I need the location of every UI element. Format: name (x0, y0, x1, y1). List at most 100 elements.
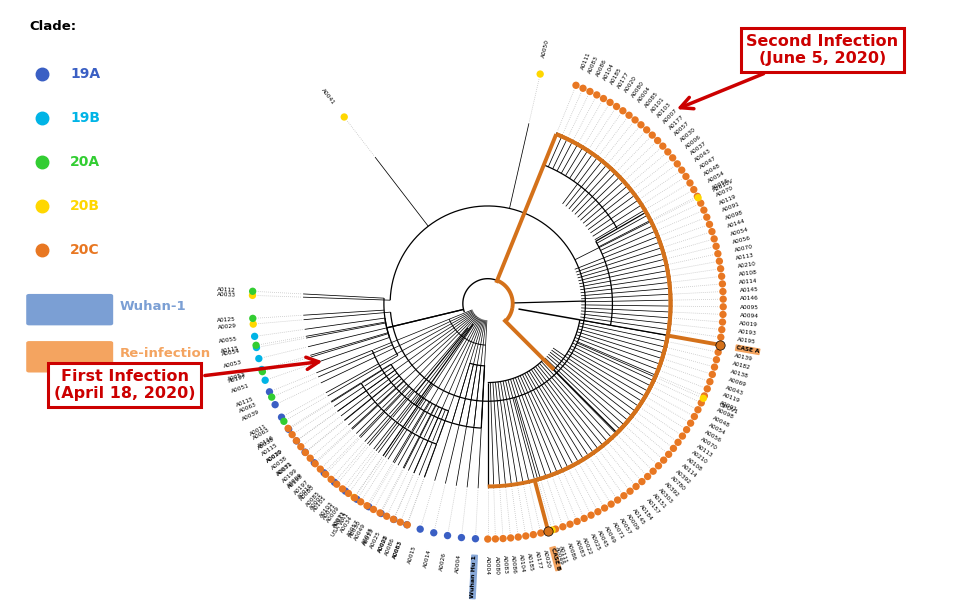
Point (701, 219, 717, 229)
Point (590, 507, 606, 516)
Text: Re-infection: Re-infection (120, 347, 211, 360)
Text: A0392: A0392 (674, 469, 692, 486)
Point (273, 412, 289, 422)
Point (289, 436, 304, 445)
Text: Wuhan Hu 1: Wuhan Hu 1 (469, 555, 477, 598)
Text: A0177: A0177 (668, 114, 685, 131)
Text: A0101: A0101 (650, 96, 666, 114)
Point (696, 205, 712, 215)
Point (247, 332, 263, 342)
Text: A0119: A0119 (719, 194, 737, 206)
Text: A0071: A0071 (276, 461, 294, 477)
Text: A0019: A0019 (739, 321, 758, 327)
Point (349, 494, 364, 504)
Point (694, 398, 709, 408)
Text: A0303: A0303 (657, 487, 673, 505)
Point (707, 362, 723, 372)
Text: First Infection
(April 18, 2020): First Infection (April 18, 2020) (54, 357, 319, 401)
Point (532, 69, 548, 79)
Point (496, 533, 511, 543)
Text: A0144: A0144 (727, 218, 747, 229)
Text: 19A: 19A (71, 67, 100, 81)
Text: A0054: A0054 (221, 348, 241, 357)
Text: A0056: A0056 (732, 235, 752, 244)
Text: A0193: A0193 (738, 329, 757, 336)
Point (281, 425, 297, 434)
Point (244, 290, 260, 300)
FancyBboxPatch shape (26, 294, 113, 326)
Text: A0049: A0049 (554, 546, 564, 565)
Point (399, 520, 414, 530)
Point (615, 106, 631, 115)
Point (651, 461, 667, 470)
Point (622, 486, 638, 496)
Point (385, 514, 401, 524)
Point (347, 492, 362, 502)
Text: A0039: A0039 (266, 448, 284, 464)
Point (635, 477, 650, 486)
Point (660, 147, 675, 157)
Point (468, 534, 483, 544)
Text: A0030: A0030 (349, 520, 362, 539)
Point (289, 436, 304, 446)
Point (400, 520, 415, 530)
Text: A0020: A0020 (624, 75, 639, 93)
Text: A0083: A0083 (501, 555, 508, 574)
Point (628, 481, 643, 491)
Point (616, 491, 632, 500)
Text: A0210: A0210 (690, 450, 708, 466)
Point (596, 93, 611, 103)
Point (548, 524, 563, 534)
Point (656, 455, 671, 465)
Text: A0104: A0104 (603, 62, 615, 81)
Point (248, 340, 264, 350)
Text: A0116: A0116 (257, 435, 275, 449)
Point (679, 425, 695, 434)
Point (338, 486, 354, 496)
Point (639, 472, 655, 481)
Text: A0004: A0004 (455, 554, 462, 574)
Text: A0185: A0185 (610, 66, 623, 85)
Text: A0048: A0048 (703, 163, 722, 177)
Point (245, 287, 261, 296)
Text: A0086: A0086 (384, 537, 396, 556)
Point (678, 172, 694, 181)
Text: A0145: A0145 (632, 508, 646, 526)
Point (577, 513, 592, 523)
Point (318, 469, 333, 479)
Point (341, 489, 356, 499)
Text: A0177: A0177 (616, 71, 631, 89)
Point (655, 141, 670, 151)
Text: A0083: A0083 (392, 540, 404, 559)
Text: A0071: A0071 (611, 521, 624, 540)
Text: A0056: A0056 (711, 178, 730, 191)
Point (298, 448, 313, 458)
Text: A0041: A0041 (321, 87, 336, 105)
Text: A0070: A0070 (699, 437, 718, 451)
Point (268, 400, 283, 409)
Text: A0025: A0025 (369, 530, 382, 550)
Text: A0094: A0094 (740, 313, 759, 318)
Text: A0185: A0185 (526, 552, 534, 571)
Text: Second Infection
(June 5, 2020): Second Infection (June 5, 2020) (680, 34, 898, 109)
Text: A0004: A0004 (638, 85, 653, 103)
Point (251, 354, 267, 364)
Text: A0009: A0009 (326, 505, 340, 524)
Text: A0199: A0199 (282, 467, 299, 483)
Text: A0045: A0045 (596, 529, 609, 549)
Text: A0057: A0057 (347, 519, 360, 538)
Point (306, 458, 322, 467)
Text: A0146: A0146 (740, 296, 758, 301)
Point (597, 503, 612, 513)
Text: A0010: A0010 (266, 448, 284, 464)
Point (715, 317, 730, 327)
Point (710, 249, 725, 258)
Text: A0114: A0114 (680, 463, 697, 479)
Text: 20C: 20C (71, 243, 99, 257)
Point (347, 493, 362, 503)
Text: A0050: A0050 (542, 38, 551, 58)
Text: A0006: A0006 (684, 134, 702, 149)
Point (335, 484, 351, 494)
Point (644, 130, 660, 140)
FancyBboxPatch shape (26, 341, 113, 373)
